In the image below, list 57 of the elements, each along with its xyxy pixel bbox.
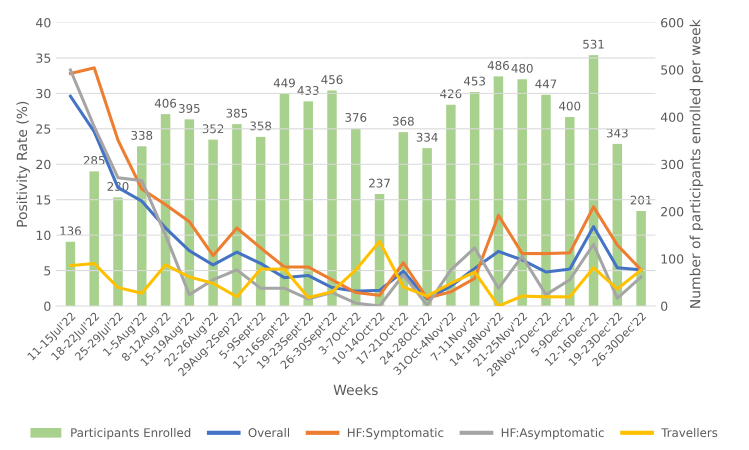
y2-tick-label: 400: [660, 112, 684, 122]
y-tick-label: 5: [44, 266, 50, 276]
bar: [113, 197, 123, 306]
y-tick-label: 40: [36, 18, 50, 28]
data-label: 433: [298, 86, 319, 95]
legend-label: Travellers: [661, 428, 718, 438]
line-series: [68, 240, 643, 306]
data-label: 237: [369, 178, 390, 188]
data-label: 376: [345, 112, 366, 122]
data-label: 480: [512, 64, 533, 73]
x-axis-title: Weeks: [334, 384, 378, 396]
data-label: 358: [250, 121, 272, 130]
bar: [89, 171, 99, 306]
y2-tick-label: 100: [662, 254, 684, 264]
bar: [541, 94, 551, 306]
data-label: 395: [178, 104, 200, 113]
legend-label: HF:Asymptomatic: [502, 428, 604, 440]
data-label: 400: [559, 102, 580, 111]
data-label: 368: [392, 116, 414, 126]
legend-label: HF:Symptomatic: [348, 428, 444, 440]
data-label: 201: [630, 196, 652, 205]
y-tick-label: 0: [44, 301, 50, 311]
data-label: 406: [154, 98, 176, 108]
data-label: 486: [488, 60, 509, 70]
data-label: 338: [131, 130, 152, 140]
data-label: 447: [535, 80, 556, 88]
y-tick-label: 15: [36, 195, 50, 205]
bar: [280, 94, 290, 306]
data-label: 136: [60, 226, 81, 236]
y-tick-label: 25: [36, 124, 50, 134]
bar: [446, 104, 456, 306]
bar: [303, 101, 313, 306]
legend-label: Overall: [248, 428, 290, 438]
bar: [327, 90, 337, 306]
data-label: 453: [464, 76, 485, 86]
data-label: 531: [583, 40, 604, 49]
data-label: 385: [226, 108, 248, 118]
legend-label: Participants Enrolled: [71, 428, 190, 440]
y2-tick-label: 500: [661, 65, 684, 75]
bar: [66, 242, 76, 306]
data-label: 449: [274, 78, 295, 88]
bar: [517, 79, 527, 306]
y-tick-label: 30: [36, 88, 50, 98]
y2-tick-label: 600: [661, 18, 684, 28]
y2-tick-label: 0: [661, 301, 668, 311]
y2-tick-label: 200: [661, 206, 684, 216]
y-tick-label: 35: [36, 53, 50, 63]
data-label: 456: [321, 75, 343, 84]
y2-axis-title: Number of participants enrolled per week: [690, 19, 704, 308]
bar: [422, 148, 432, 306]
data-label: 334: [416, 132, 438, 142]
bar: [351, 128, 361, 306]
y-tick-label: 10: [36, 230, 50, 240]
y2-tick-label: 300: [661, 160, 684, 170]
bar: [636, 211, 646, 306]
y-axis-title: Positivity Rate (%): [16, 102, 30, 226]
y-tick-label: 20: [36, 160, 50, 170]
